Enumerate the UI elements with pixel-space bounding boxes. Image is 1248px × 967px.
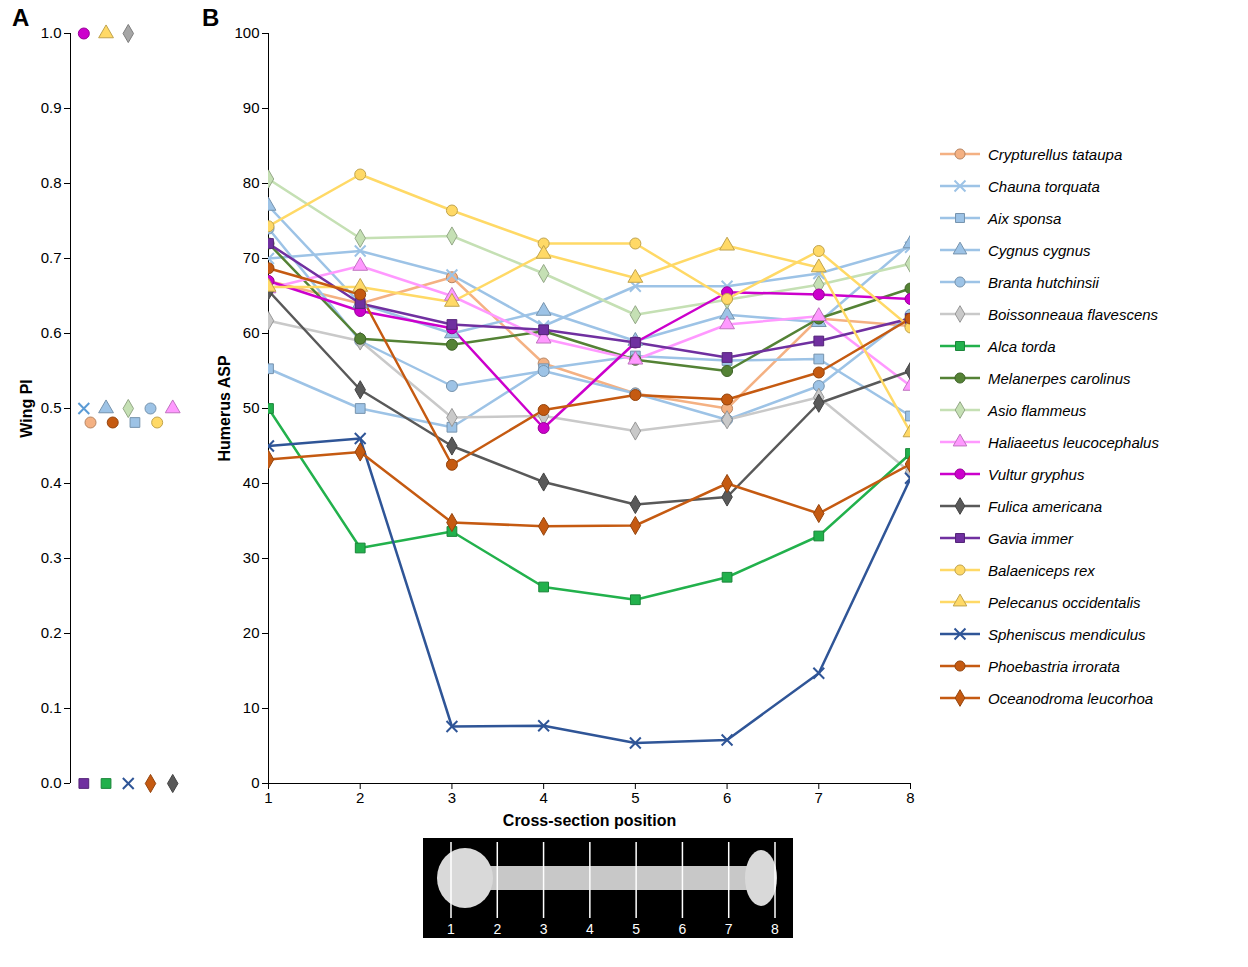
svg-text:7: 7	[815, 789, 823, 806]
svg-text:2: 2	[493, 921, 501, 937]
svg-text:0.0: 0.0	[41, 774, 62, 791]
svg-text:0.4: 0.4	[41, 474, 62, 491]
svg-text:3: 3	[448, 789, 456, 806]
svg-text:70: 70	[243, 249, 260, 266]
svg-text:7: 7	[725, 921, 733, 937]
svg-text:4: 4	[586, 921, 594, 937]
html-text:Aix sponsa: Aix sponsa	[988, 209, 1062, 227]
svg-text:30: 30	[243, 549, 260, 566]
html-text:Boissonneaua flavescens: Boissonneaua flavescens	[988, 305, 1159, 323]
svg-text:0.5: 0.5	[41, 399, 62, 416]
svg-text:1: 1	[264, 789, 272, 806]
html-text:A: A	[12, 4, 30, 31]
svg-text:0: 0	[251, 774, 259, 791]
svg-text:3: 3	[540, 921, 548, 937]
html-text:Asio flammeus: Asio flammeus	[988, 401, 1087, 419]
html-text:Chauna torquata: Chauna torquata	[988, 177, 1100, 195]
html-text:Vultur gryphus: Vultur gryphus	[988, 465, 1085, 483]
svg-text:40: 40	[243, 474, 260, 491]
svg-text:10: 10	[243, 699, 260, 716]
html-text:Crypturellus tataupa: Crypturellus tataupa	[988, 145, 1123, 163]
svg-text:80: 80	[243, 174, 260, 191]
html-text:Oceanodroma leucorhoa: Oceanodroma leucorhoa	[988, 689, 1154, 707]
svg-text:8: 8	[906, 789, 914, 806]
svg-text:1.0: 1.0	[41, 24, 62, 41]
svg-text:0.8: 0.8	[41, 174, 62, 191]
svg-text:0.1: 0.1	[41, 699, 62, 716]
svg-text:1: 1	[447, 921, 455, 937]
svg-text:Humerus ASP: Humerus ASP	[216, 355, 233, 461]
html-text:Gavia immer: Gavia immer	[988, 529, 1073, 547]
svg-text:5: 5	[632, 921, 640, 937]
html-text:Pelecanus occidentalis: Pelecanus occidentalis	[988, 593, 1141, 611]
html-text:Spheniscus mendiculus: Spheniscus mendiculus	[988, 625, 1146, 643]
svg-text:8: 8	[771, 921, 779, 937]
html-text:Branta hutchinsii: Branta hutchinsii	[988, 273, 1099, 291]
html-text:Haliaeetus leucocephalus: Haliaeetus leucocephalus	[988, 433, 1159, 451]
svg-text:Wing PI: Wing PI	[18, 379, 35, 438]
html-text:Cygnus cygnus: Cygnus cygnus	[988, 241, 1091, 259]
svg-text:60: 60	[243, 324, 260, 341]
svg-text:20: 20	[243, 624, 260, 641]
svg-text:0.3: 0.3	[41, 549, 62, 566]
svg-text:0.6: 0.6	[41, 324, 62, 341]
svg-text:0.7: 0.7	[41, 249, 62, 266]
svg-text:6: 6	[723, 789, 731, 806]
svg-text:50: 50	[243, 399, 260, 416]
svg-text:100: 100	[234, 24, 259, 41]
html-text:Balaeniceps rex: Balaeniceps rex	[988, 561, 1095, 579]
svg-text:Cross-section position: Cross-section position	[503, 812, 676, 829]
svg-text:6: 6	[679, 921, 687, 937]
html-text:B: B	[202, 4, 220, 31]
html-text:Fulica americana: Fulica americana	[988, 497, 1103, 515]
html-text:Melanerpes carolinus: Melanerpes carolinus	[988, 369, 1131, 387]
svg-text:2: 2	[356, 789, 364, 806]
svg-text:0.2: 0.2	[41, 624, 62, 641]
svg-text:0.9: 0.9	[41, 99, 62, 116]
svg-text:90: 90	[243, 99, 260, 116]
html-text:Alca torda: Alca torda	[988, 337, 1056, 355]
html-text:Phoebastria irrorata: Phoebastria irrorata	[988, 657, 1120, 675]
svg-text:4: 4	[539, 789, 547, 806]
svg-text:5: 5	[631, 789, 639, 806]
